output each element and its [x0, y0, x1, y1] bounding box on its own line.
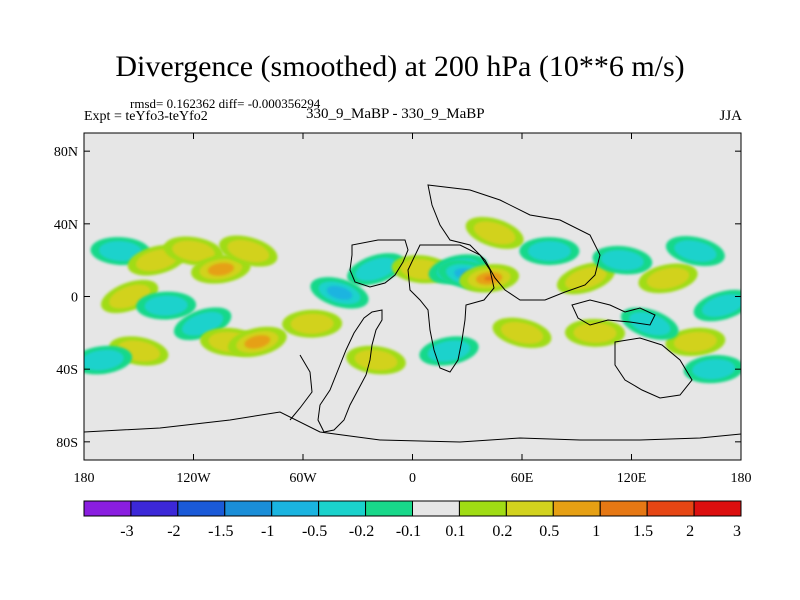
colorbar-label: -3 — [120, 523, 133, 540]
contour-blob — [98, 240, 143, 262]
colorbar-label: -0.2 — [349, 523, 374, 540]
colorbar-label: 0.2 — [492, 523, 512, 540]
y-tick-label: 0 — [71, 291, 78, 306]
x-tick-label: 60W — [289, 471, 317, 486]
season-label: JJA — [719, 108, 742, 124]
contour-blob — [473, 221, 516, 245]
x-tick-label: 180 — [74, 471, 95, 486]
colorbar-swatch — [693, 500, 742, 517]
contour-fills — [84, 216, 741, 384]
x-tick-label: 0 — [409, 471, 416, 486]
contour-blob — [646, 267, 690, 290]
y-tick-label: 80S — [56, 436, 78, 451]
expt-text: Expt = teYfo3-teYfo2 — [84, 109, 208, 124]
contour-blob — [354, 349, 398, 371]
contour-blob — [427, 340, 471, 362]
colorbar-label: -1.5 — [208, 523, 233, 540]
coast-antarctic-peninsula — [289, 354, 313, 421]
contour-blob — [692, 358, 736, 380]
x-tick-label: 180 — [731, 471, 752, 486]
colorbar-label: 0.5 — [539, 523, 559, 540]
colorbar-swatch — [83, 500, 132, 517]
colorbar-swatch — [177, 500, 226, 517]
contour-blob — [600, 249, 644, 271]
coast-north-america — [349, 239, 409, 288]
x-tick-label: 120W — [176, 471, 211, 486]
colorbar-swatch — [130, 500, 179, 517]
contour-blob — [673, 331, 717, 353]
colorbar-label: 1 — [592, 523, 600, 540]
colorbar-swatch — [271, 500, 320, 517]
coast-antarctica — [84, 411, 741, 443]
coast-australia — [614, 337, 693, 399]
x-tick-label: 60E — [511, 471, 534, 486]
coast-southeast-asia — [571, 299, 656, 326]
colorbar-label: -0.5 — [302, 523, 327, 540]
colorbar: -3 -2 -1.5 -1 -0.5 -0.2 -0.1 0.1 0.2 0.5 1 1.5 2 3 — [83, 500, 742, 540]
colorbar-label: -0.1 — [396, 523, 421, 540]
contour-blob — [172, 240, 215, 262]
colorbar-label: 3 — [733, 523, 741, 540]
contour-blob — [207, 262, 234, 276]
coast-eurasia — [427, 184, 601, 301]
colorbar-label: 2 — [686, 523, 694, 540]
colorbar-label: -1 — [261, 523, 274, 540]
contour-blob — [84, 349, 124, 371]
colorbar-swatch — [224, 500, 273, 517]
contour-blob — [355, 257, 397, 281]
contour-blob — [674, 240, 717, 262]
y-tick-label: 80N — [54, 145, 78, 160]
contour-blob — [144, 295, 188, 316]
coast-south-america — [317, 309, 383, 433]
contour-blob — [565, 266, 607, 290]
contour-blob — [326, 285, 353, 300]
coastlines — [84, 184, 741, 443]
contour-blob — [701, 294, 741, 317]
colorbar-swatch — [552, 500, 601, 517]
axis-ticks: 180 120W 60W 0 60E 120E 180 80N 40N 0 40S 80S — [54, 133, 752, 486]
contour-blob — [500, 321, 544, 344]
colorbar-label: 0.1 — [445, 523, 465, 540]
map-background — [84, 133, 741, 460]
chart-title: Divergence (smoothed) at 200 hPa (10**6 … — [115, 50, 685, 83]
colorbar-label: -2 — [167, 523, 180, 540]
contour-blob — [628, 312, 671, 336]
y-tick-label: 40N — [54, 218, 78, 233]
colorbar-swatch — [318, 500, 367, 517]
contour-blob — [527, 241, 571, 262]
contour-blob — [290, 313, 334, 334]
colorbar-swatch — [599, 500, 648, 517]
colorbar-swatch — [365, 500, 414, 517]
colorbar-swatch — [412, 500, 460, 517]
colorbar-label: 1.5 — [633, 523, 653, 540]
contour-blob — [573, 322, 617, 343]
stats-text: rmsd= 0.162362 diff= -0.000356294 — [130, 96, 321, 111]
y-tick-label: 40S — [56, 363, 78, 378]
x-tick-label: 120E — [617, 471, 647, 486]
cases-text: 330_9_MaBP - 330_9_MaBP — [306, 106, 485, 122]
colorbar-swatch — [646, 500, 695, 517]
colorbar-swatch — [505, 500, 554, 517]
contour-blob — [227, 239, 270, 263]
colorbar-swatch — [458, 500, 507, 517]
contour-blob — [244, 335, 271, 349]
